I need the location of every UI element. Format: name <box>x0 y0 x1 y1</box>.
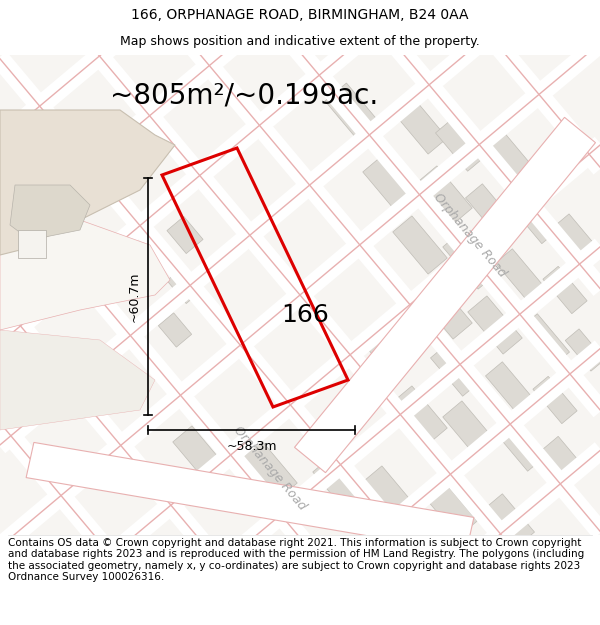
Text: 166: 166 <box>281 303 329 327</box>
FancyBboxPatch shape <box>496 249 544 301</box>
Polygon shape <box>0 330 155 430</box>
FancyBboxPatch shape <box>167 266 203 304</box>
FancyBboxPatch shape <box>488 131 532 179</box>
FancyBboxPatch shape <box>158 313 191 347</box>
Polygon shape <box>0 110 175 255</box>
FancyBboxPatch shape <box>468 296 522 354</box>
Polygon shape <box>26 442 474 552</box>
FancyBboxPatch shape <box>393 386 447 444</box>
Text: Map shows position and indicative extent of the property.: Map shows position and indicative extent… <box>120 35 480 48</box>
FancyBboxPatch shape <box>418 281 472 339</box>
FancyBboxPatch shape <box>363 156 417 214</box>
Text: 166, ORPHANAGE ROAD, BIRMINGHAM, B24 0AA: 166, ORPHANAGE ROAD, BIRMINGHAM, B24 0AA <box>131 8 469 22</box>
FancyBboxPatch shape <box>496 419 544 471</box>
FancyBboxPatch shape <box>466 184 514 236</box>
FancyBboxPatch shape <box>358 321 412 379</box>
FancyBboxPatch shape <box>313 456 367 514</box>
FancyBboxPatch shape <box>543 266 587 314</box>
FancyBboxPatch shape <box>443 231 497 289</box>
FancyBboxPatch shape <box>418 166 472 224</box>
FancyBboxPatch shape <box>436 119 484 171</box>
FancyBboxPatch shape <box>431 344 479 396</box>
FancyBboxPatch shape <box>173 426 227 484</box>
FancyBboxPatch shape <box>393 96 447 154</box>
Text: ~805m²/~0.199ac.: ~805m²/~0.199ac. <box>110 81 378 109</box>
Text: ~60.7m: ~60.7m <box>128 271 140 322</box>
FancyBboxPatch shape <box>555 214 595 256</box>
Polygon shape <box>295 118 595 473</box>
FancyBboxPatch shape <box>167 216 203 254</box>
Text: ~58.3m: ~58.3m <box>226 439 277 452</box>
FancyBboxPatch shape <box>243 441 297 499</box>
Bar <box>18 230 46 258</box>
FancyBboxPatch shape <box>393 216 447 274</box>
FancyBboxPatch shape <box>485 362 535 414</box>
Polygon shape <box>0 55 600 535</box>
FancyBboxPatch shape <box>521 314 569 366</box>
FancyBboxPatch shape <box>565 329 600 371</box>
FancyBboxPatch shape <box>543 436 587 484</box>
FancyBboxPatch shape <box>423 479 477 537</box>
FancyBboxPatch shape <box>533 376 577 424</box>
Polygon shape <box>0 220 170 330</box>
FancyBboxPatch shape <box>513 196 557 244</box>
Text: Orphanage Road: Orphanage Road <box>431 191 509 279</box>
Text: Contains OS data © Crown copyright and database right 2021. This information is : Contains OS data © Crown copyright and d… <box>8 538 584 582</box>
FancyBboxPatch shape <box>535 144 575 186</box>
FancyBboxPatch shape <box>485 494 535 546</box>
Text: Orphanage Road: Orphanage Road <box>231 424 309 512</box>
FancyBboxPatch shape <box>443 401 497 459</box>
Polygon shape <box>10 185 90 240</box>
FancyBboxPatch shape <box>363 466 417 524</box>
FancyBboxPatch shape <box>325 83 385 147</box>
